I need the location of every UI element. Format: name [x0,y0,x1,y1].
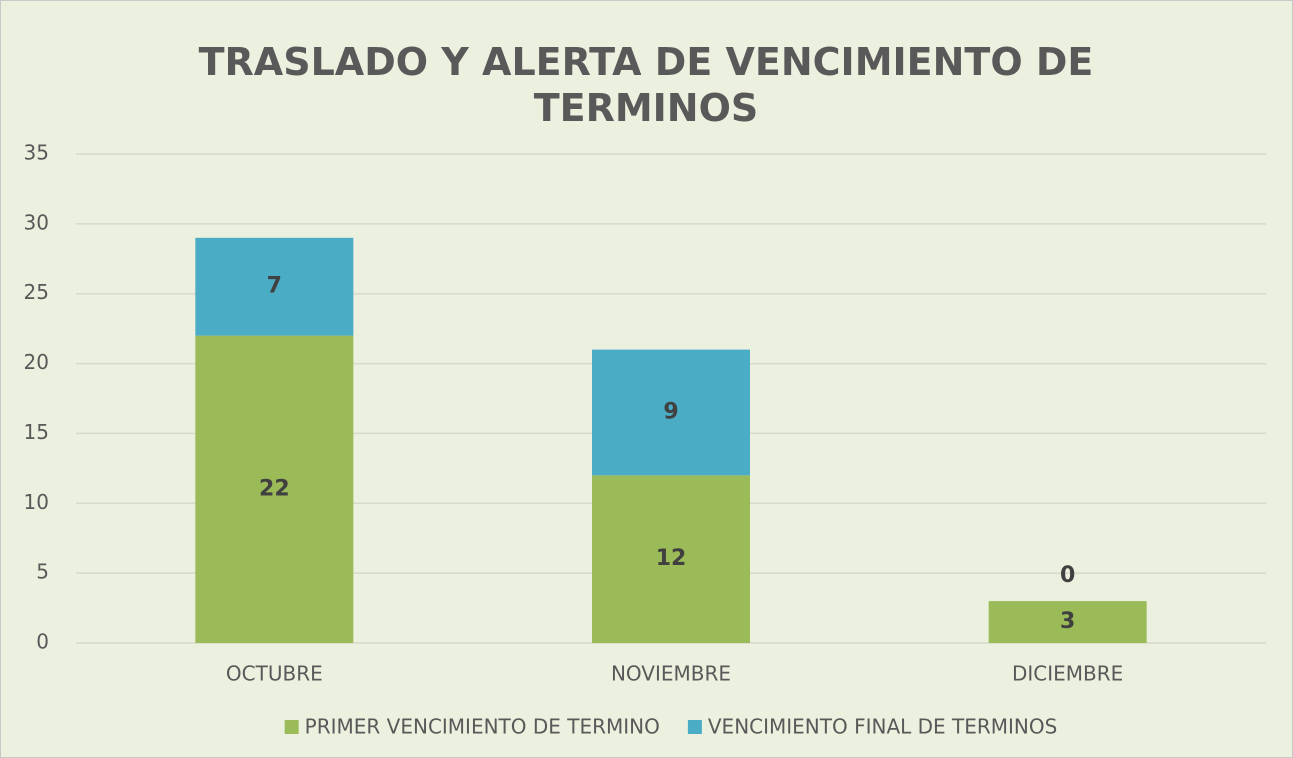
legend-swatch [687,720,702,734]
data-label: 12 [656,546,687,571]
y-tick-label: 10 [24,490,49,514]
bar-segment [195,335,354,643]
bar-segment [592,349,750,476]
x-tick-label: OCTUBRE [226,662,323,686]
data-label: 9 [663,399,678,424]
y-tick-label: 25 [24,280,49,304]
data-label: 22 [259,476,290,501]
bar-segment [195,237,354,336]
bar-segment [988,601,1147,643]
y-tick-label: 15 [24,420,49,444]
x-tick-label: NOVIEMBRE [611,662,731,686]
y-tick-label: 20 [24,350,49,374]
y-tick-label: 30 [24,210,49,234]
y-tick-label: 5 [36,560,49,584]
x-tick-label: DICIEMBRE [1012,662,1123,686]
data-label: 7 [267,274,282,299]
chart-title: TRASLADO Y ALERTA DE VENCIMIENTO DE TERM… [198,40,1094,130]
data-label: 0 [1060,563,1075,588]
legend-label: PRIMER VENCIMIENTO DE TERMINO [305,715,660,739]
y-tick-label: 0 [36,630,49,654]
legend-label: VENCIMIENTO FINAL DE TERMINOS [708,715,1057,739]
legend-swatch [284,720,299,734]
bar-segment [592,475,750,643]
data-label: 3 [1060,609,1075,634]
y-tick-label: 35 [24,141,49,165]
